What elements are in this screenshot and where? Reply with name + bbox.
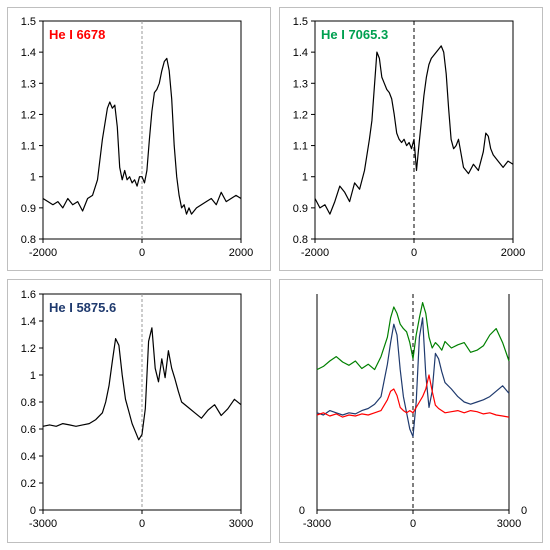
x-tick-label: 0 xyxy=(411,247,417,259)
y-tick-label: 1.4 xyxy=(293,47,308,59)
y-tick-label: 1.2 xyxy=(21,109,36,121)
y-tick-label: 1.2 xyxy=(293,109,308,121)
series-line-1 xyxy=(316,317,510,438)
y-tick-label: 1 xyxy=(30,172,36,184)
y-tick-label: 1.2 xyxy=(21,343,36,355)
y-tick-label: 1.4 xyxy=(21,47,36,59)
y-tick-label: 1.1 xyxy=(21,141,36,153)
y-tick-label: 1 xyxy=(30,370,36,382)
panel-title: He I 5875.6 xyxy=(49,300,116,315)
panel-title: He I 7065.3 xyxy=(321,27,388,42)
y-tick-label: 1.5 xyxy=(293,16,308,28)
series-line-0 xyxy=(314,45,514,215)
y-tick-label: 0.9 xyxy=(21,203,36,215)
x-tick-label: -3000 xyxy=(29,518,57,530)
y-tick-label: 1 xyxy=(302,172,308,184)
series-line-0 xyxy=(42,57,242,215)
x-tick-label: 3000 xyxy=(497,518,521,530)
x-tick-label: 0 xyxy=(410,518,416,530)
x-tick-label: 2000 xyxy=(229,247,253,259)
x-tick-label: 0 xyxy=(139,518,145,530)
chart-panel-he-6678 xyxy=(7,7,271,271)
x-tick-label: -2000 xyxy=(29,247,57,259)
series-line-0 xyxy=(42,327,242,441)
y-tick-label: 0.4 xyxy=(21,451,36,463)
y-tick-label: 1.4 xyxy=(21,316,36,328)
y-tick-label: 0 xyxy=(30,505,36,517)
y-tick-label: 0.8 xyxy=(21,234,36,246)
y-left-axis-label: 0 xyxy=(299,505,305,517)
chart-panel-he-5875 xyxy=(7,279,271,543)
y-tick-label: 0.8 xyxy=(21,397,36,409)
series-line-2 xyxy=(316,374,510,418)
y-tick-label: 0.9 xyxy=(293,203,308,215)
x-tick-label: 3000 xyxy=(229,518,253,530)
x-tick-label: 0 xyxy=(139,247,145,259)
x-tick-label: 2000 xyxy=(501,247,525,259)
x-tick-label: -2000 xyxy=(301,247,329,259)
y-tick-label: 1.5 xyxy=(21,16,36,28)
y-tick-label: 1.1 xyxy=(293,141,308,153)
series-line-0 xyxy=(316,302,510,371)
y-right-axis-label: 0 xyxy=(521,505,527,517)
chart-panel-he-7065 xyxy=(279,7,543,271)
y-tick-label: 0.6 xyxy=(21,424,36,436)
y-tick-label: 1.3 xyxy=(293,78,308,90)
y-tick-label: 0.2 xyxy=(21,478,36,490)
y-tick-label: 0.8 xyxy=(293,234,308,246)
y-tick-label: 1.6 xyxy=(21,289,36,301)
y-tick-label: 1.3 xyxy=(21,78,36,90)
panel-title: He I 6678 xyxy=(49,27,105,42)
x-tick-label: -3000 xyxy=(303,518,331,530)
